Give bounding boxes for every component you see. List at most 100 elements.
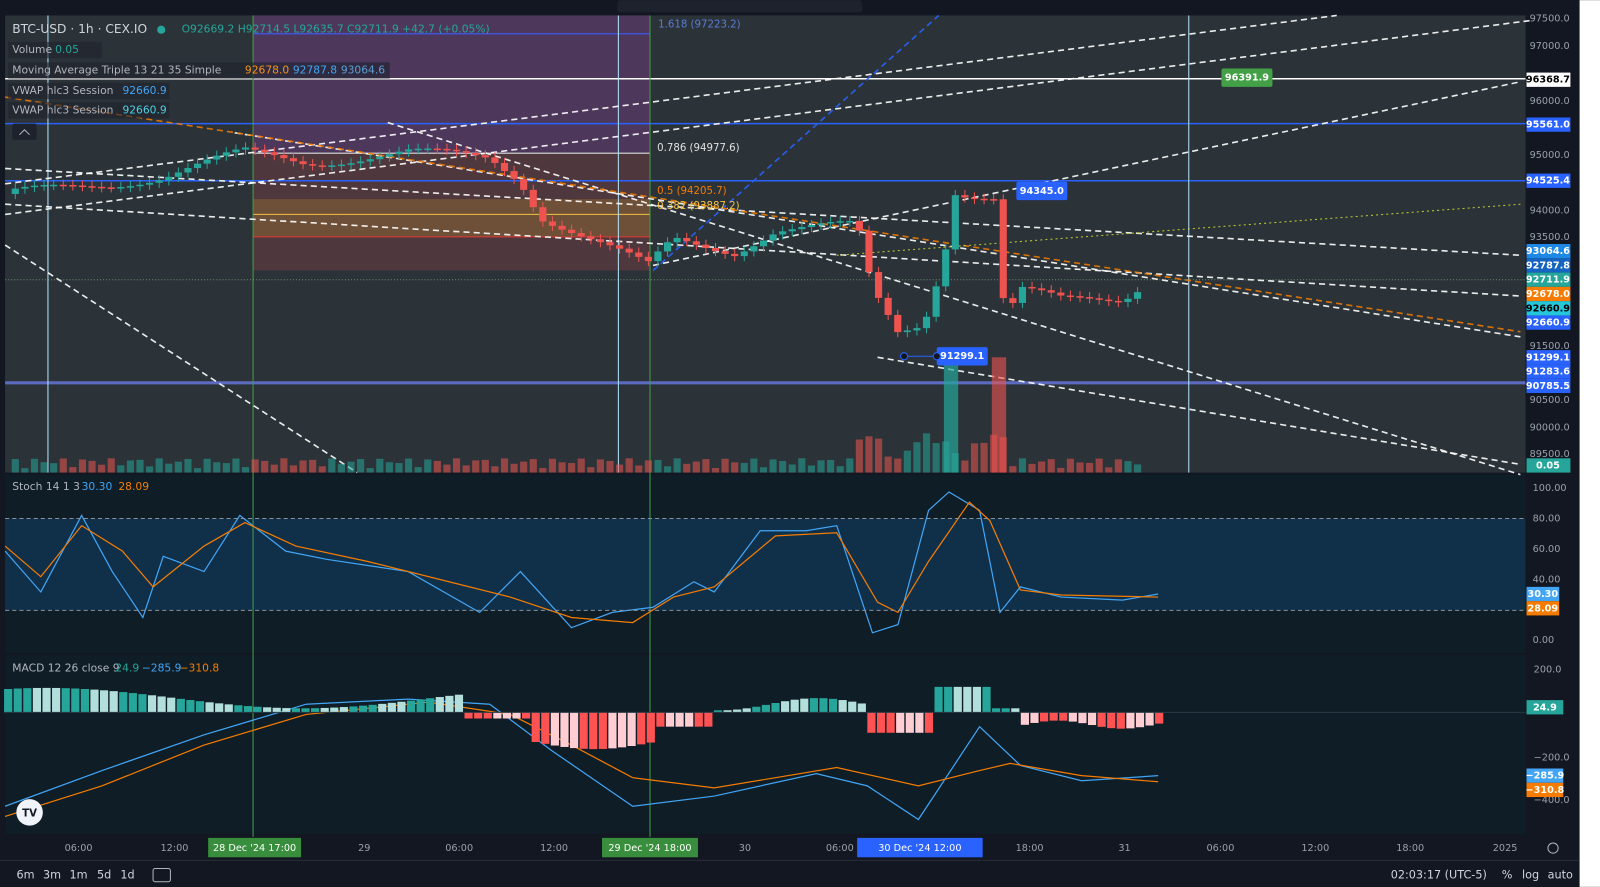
price-tag-bg [1526,258,1571,273]
candle [558,225,566,230]
candle [913,328,921,331]
candle [587,236,595,240]
volume-bar [222,463,230,473]
candle [270,152,278,156]
volume-bar [894,458,902,473]
macd-hist [167,697,176,713]
candle [21,186,29,189]
volume-bar [251,459,259,473]
macd-axis-label: 200.0 [1534,665,1562,676]
candle [654,251,662,262]
range-button[interactable]: 3m [43,869,61,882]
macd-hist [23,688,32,713]
volume-bar [683,463,691,473]
range-button[interactable]: 5d [97,869,111,882]
price-label: 91299.1 [940,351,984,362]
stoch-label: Stoch 14 1 3 [12,480,80,493]
macd-hist [982,686,991,713]
candle [88,186,96,188]
range-button[interactable]: 1m [70,869,88,882]
legend-label: VWAP hlc3 Session [12,103,113,116]
volume-bar [213,462,221,473]
stoch-k [4,491,1159,634]
volume-bar [78,459,87,473]
candle [213,155,221,160]
candle [932,286,940,317]
macd-hist [263,707,272,713]
price-label: 94345.0 [1020,186,1064,197]
macd-hist [531,712,540,742]
price-tag: 92711.9 [1526,275,1570,286]
candle [318,165,326,167]
top-toolbar[interactable] [617,0,863,13]
macd-hist [4,688,13,713]
scale-option[interactable]: % [1502,869,1513,882]
macd-hist [1020,712,1029,725]
scale-option[interactable]: auto [1548,869,1573,882]
candle [1095,298,1103,300]
candle [769,234,777,241]
macd-hist [713,710,723,713]
price-tag: 0.05 [1536,460,1560,471]
macd-hist [445,695,454,713]
candle [635,252,643,257]
macd-hist [685,712,694,727]
candle [155,180,163,183]
candle [692,241,700,245]
scale-option[interactable]: log [1522,869,1539,882]
macd-hist [474,712,483,719]
candle [836,221,844,223]
volume-bar [30,458,39,473]
symbol[interactable]: BTC-USD · 1h · CEX.IO [12,22,147,36]
handle[interactable] [900,352,909,361]
candle [328,165,336,167]
volume-bar [587,467,595,473]
macd-hist [426,698,435,713]
macd-hist [828,698,838,713]
macd-label: MACD 12 26 close 9 [12,662,119,675]
macd-hist [406,700,416,713]
macd-hist [848,701,857,713]
time-axis-label: 06:00 [445,843,473,854]
logo[interactable] [16,799,43,826]
range-button[interactable]: 1d [120,869,134,882]
volume-bar [663,466,672,473]
volume-bar [539,468,547,473]
macd-hist [147,695,157,713]
macd-hist [934,686,943,713]
candle [1105,299,1113,302]
macd-hist [195,701,205,713]
candle [385,154,393,157]
volume-bar [510,463,518,473]
collapse-button[interactable] [12,123,37,140]
volume-bar [798,458,806,473]
macd-hist [1107,712,1116,729]
macd-hist [397,701,406,713]
candle [1028,286,1036,289]
volume-bar [491,466,499,473]
candle [146,182,154,185]
macd-hist [512,712,521,719]
volume-bar [865,436,873,473]
candle [520,178,528,190]
macd-values: 24.9 −285.9−310.8 [115,662,219,675]
stoch-axis-label: 40.00 [1533,575,1561,586]
settings-icon[interactable] [1547,842,1559,854]
macd-hist [138,694,147,713]
macd-hist [972,686,982,713]
candle [289,158,298,162]
handle[interactable] [932,352,941,361]
candle [337,164,345,167]
legend-bg [8,102,170,119]
time-axis-label: 18:00 [1016,843,1044,854]
calendar-icon[interactable] [152,867,171,883]
time-axis-label: 30 [739,843,751,854]
candle [30,185,39,188]
price-tag: 96368.7 [1526,75,1570,86]
range-button[interactable]: 6m [16,869,34,882]
candle [980,198,988,201]
volume-bar [136,459,144,473]
stoch-tag: 28.09 [1528,603,1559,614]
price-tag: 94525.4 [1526,176,1570,187]
volume-bar [817,460,825,473]
